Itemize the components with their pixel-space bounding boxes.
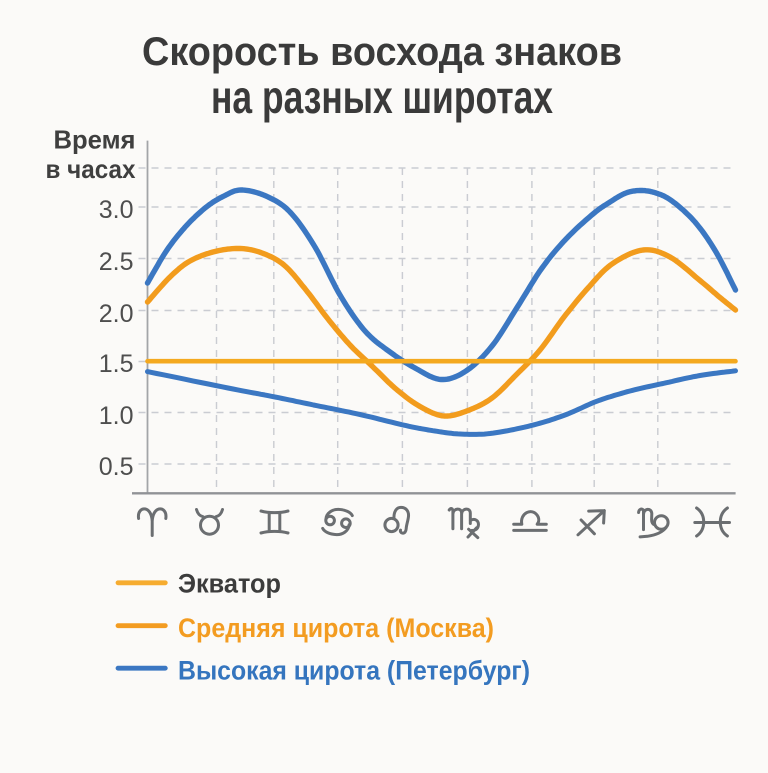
svg-text:Средняя цирота (Москва): Средняя цирота (Москва) bbox=[178, 613, 494, 643]
svg-text:3.0: 3.0 bbox=[99, 196, 134, 224]
svg-text:1.0: 1.0 bbox=[99, 402, 134, 430]
svg-text:Время: Время bbox=[54, 125, 136, 155]
svg-text:2.5: 2.5 bbox=[99, 248, 134, 276]
svg-text:на разных широтах: на разных широтах bbox=[211, 71, 553, 123]
svg-text:1.5: 1.5 bbox=[99, 350, 134, 378]
svg-text:в часах: в часах bbox=[46, 154, 136, 184]
svg-text:0.5: 0.5 bbox=[99, 453, 134, 481]
svg-text:2.0: 2.0 bbox=[99, 300, 134, 328]
svg-text:Скорость восхода знаков: Скорость восхода знаков bbox=[142, 30, 622, 74]
svg-text:Экватор: Экватор bbox=[178, 569, 281, 599]
svg-text:Высокая цирота (Петербург): Высокая цирота (Петербург) bbox=[178, 655, 530, 685]
